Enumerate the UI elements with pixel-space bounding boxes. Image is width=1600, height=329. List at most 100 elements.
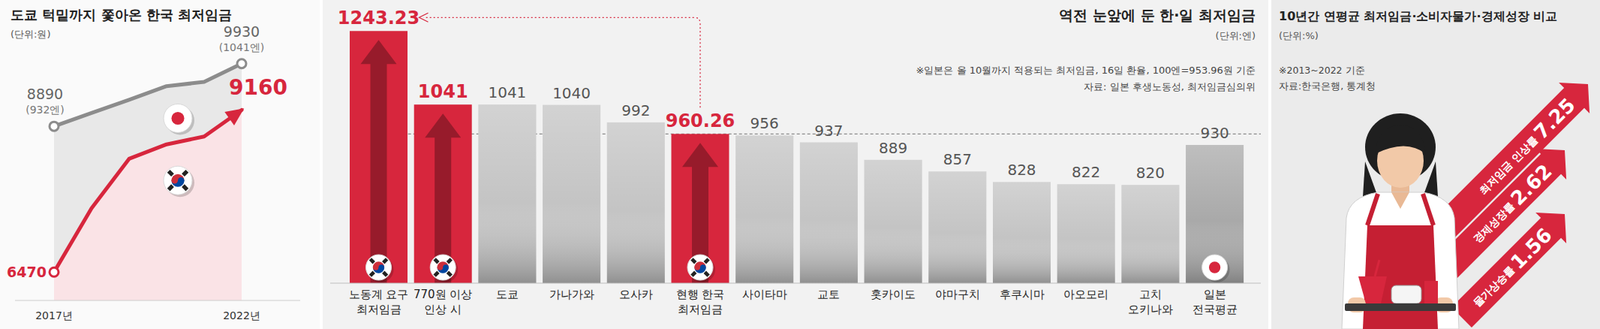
note: ※2013~2022 기준 bbox=[1278, 64, 1366, 76]
value-label: 9930 bbox=[223, 23, 260, 40]
flag-kr-red bbox=[437, 264, 444, 271]
bar-texture bbox=[735, 135, 794, 283]
band-label: 1.56물가상승률 bbox=[1467, 223, 1557, 313]
flag-kr-blue bbox=[177, 177, 185, 184]
flag-kr-trigram bbox=[690, 257, 697, 264]
value-label: 1040 bbox=[552, 84, 591, 103]
flag-kr-trigram bbox=[446, 270, 453, 277]
x-tick-label: 노동계 요구최저임금 bbox=[348, 287, 410, 316]
x-tick-label: 도쿄 bbox=[496, 287, 519, 301]
box bbox=[1391, 285, 1422, 304]
note: 자료:한국은행, 통계청 bbox=[1278, 80, 1376, 92]
apron-strap bbox=[1367, 193, 1378, 226]
flag-kr bbox=[366, 254, 392, 280]
bar bbox=[1057, 183, 1116, 283]
x-tick-label: 야마구치 bbox=[935, 287, 981, 301]
bar bbox=[1185, 144, 1244, 283]
flag-kr bbox=[687, 254, 713, 280]
flag-kr-red bbox=[372, 264, 379, 271]
panel-bg bbox=[0, 0, 320, 329]
value-label: 828 bbox=[1007, 160, 1036, 179]
panel-line: 도쿄 턱밑까지 쫓아온 한국 최저임금(단위:원)8890(932엔)9930(… bbox=[6, 6, 301, 322]
bar-arrow bbox=[682, 142, 719, 283]
value-label: 930 bbox=[1200, 123, 1230, 142]
label-line: 가나가와 bbox=[549, 287, 595, 301]
label-line: 현행 한국 bbox=[676, 287, 725, 301]
label-line: 오사카 bbox=[619, 287, 653, 301]
marker bbox=[49, 121, 59, 131]
area bbox=[54, 63, 242, 301]
label-line: 아오모리 bbox=[1063, 287, 1109, 301]
note: 자료: 일본 후생노동성, 최저임금심의위 bbox=[1083, 81, 1256, 93]
plot bbox=[54, 63, 242, 301]
label-line: 전국평균 bbox=[1192, 302, 1238, 316]
x-tick-label: 가나가와 bbox=[549, 287, 595, 301]
flag-kr-blue bbox=[700, 264, 707, 271]
flag-kr-trigram bbox=[433, 257, 440, 264]
value-label: 1041 bbox=[418, 81, 469, 103]
bar bbox=[478, 104, 536, 283]
x-tick-label: 770원 이상인상 시 bbox=[413, 287, 473, 316]
value-label: 1041 bbox=[487, 83, 527, 102]
flag-kr-red bbox=[171, 177, 178, 184]
category-label: 물가상승률 bbox=[1470, 263, 1517, 310]
label-line: 최저임금 bbox=[356, 302, 402, 316]
bar-texture bbox=[1121, 184, 1179, 283]
converted-label: (932엔) bbox=[25, 103, 65, 116]
flag-kr-trigram bbox=[381, 270, 388, 277]
x-tick-label: 2017년 bbox=[35, 309, 73, 322]
bar bbox=[607, 122, 665, 283]
connector bbox=[424, 17, 701, 108]
collar bbox=[1391, 192, 1410, 209]
subtitle: (단위:원) bbox=[10, 28, 52, 40]
flag-kr-blue bbox=[442, 264, 449, 271]
flag-kr bbox=[430, 254, 456, 280]
value-label: 9160 bbox=[228, 75, 288, 100]
shirt bbox=[1341, 192, 1459, 329]
label-line: 인상 시 bbox=[424, 302, 462, 316]
bar-texture bbox=[992, 181, 1051, 283]
hair bbox=[1362, 161, 1378, 197]
flag-kr bbox=[163, 165, 193, 195]
label-line: 최저임금 bbox=[677, 302, 723, 316]
tray bbox=[1344, 303, 1456, 311]
flag-kr-trigram bbox=[369, 257, 376, 264]
fries bbox=[1424, 280, 1438, 304]
panel-bg bbox=[1271, 0, 1600, 329]
axis-line bbox=[330, 282, 1261, 284]
bar-arrow bbox=[424, 113, 461, 283]
panel-arrows: 10년간 연평균 최저임금·소비자물가·경제성장 비교 (단위:%) ※2013~2… bbox=[1278, 9, 1590, 329]
label-line: 야마구치 bbox=[935, 287, 981, 301]
title: 역전 눈앞에 둔 한·일 최저임금 bbox=[1058, 6, 1256, 24]
axis-line bbox=[15, 300, 301, 301]
x-tick-label: 현행 한국최저임금 bbox=[676, 287, 725, 316]
bangs bbox=[1374, 124, 1426, 154]
value-label: 822 bbox=[1071, 162, 1101, 181]
x-tick-label: 고치오키나와 bbox=[1127, 287, 1173, 316]
bar-texture bbox=[1057, 183, 1116, 283]
x-tick-label: 교토 bbox=[817, 287, 840, 301]
label-line: 고치 bbox=[1139, 287, 1162, 301]
flag-kr-trigram bbox=[369, 270, 376, 277]
flag-kr-trigram bbox=[167, 169, 175, 177]
flag-kr-trigram bbox=[433, 270, 440, 277]
subtitle: (단위:엔) bbox=[1215, 30, 1256, 42]
label-line: 노동계 요구 bbox=[348, 287, 410, 301]
arrow-band bbox=[1451, 212, 1567, 328]
category-label: 경제성장률 bbox=[1470, 199, 1517, 246]
x-tick-label: 사이타마 bbox=[742, 287, 788, 301]
label-line: 교토 bbox=[817, 287, 840, 301]
flag-jp-sun bbox=[1209, 261, 1221, 273]
bar bbox=[928, 171, 987, 283]
bar-texture bbox=[542, 105, 601, 283]
value-label: 889 bbox=[878, 138, 908, 157]
apron-strap bbox=[1422, 193, 1434, 226]
value-label: 1243.23 bbox=[337, 7, 420, 29]
value-label: 937 bbox=[814, 121, 843, 140]
bar bbox=[735, 135, 794, 283]
flag-kr-trigram bbox=[381, 257, 388, 264]
title: 10년간 연평균 최저임금·소비자물가·경제성장 비교 bbox=[1278, 9, 1558, 24]
flag-kr-blue bbox=[378, 264, 385, 271]
subtitle: (단위:%) bbox=[1278, 30, 1319, 42]
straw bbox=[1374, 259, 1380, 277]
